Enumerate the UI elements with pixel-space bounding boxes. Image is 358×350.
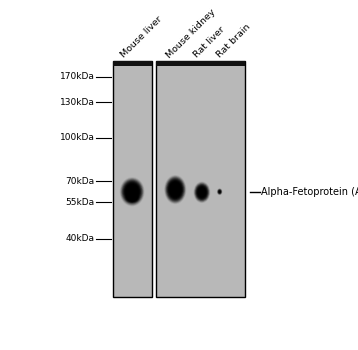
Ellipse shape [126,185,138,199]
Ellipse shape [120,178,144,205]
Text: 40kDa: 40kDa [66,234,95,243]
Ellipse shape [131,198,133,199]
Ellipse shape [169,181,182,198]
Ellipse shape [165,177,185,203]
Ellipse shape [198,188,205,197]
Ellipse shape [122,180,142,204]
Ellipse shape [195,183,209,201]
Ellipse shape [193,181,211,203]
Ellipse shape [125,194,139,203]
Ellipse shape [173,187,177,192]
Ellipse shape [130,197,135,200]
Bar [156,61,245,66]
Ellipse shape [126,184,139,199]
Text: Rat brain: Rat brain [214,22,252,60]
Ellipse shape [131,198,134,199]
Ellipse shape [217,189,222,195]
Ellipse shape [131,191,133,192]
Ellipse shape [165,176,186,203]
Ellipse shape [129,196,135,201]
Ellipse shape [129,197,135,200]
Ellipse shape [217,188,222,195]
Ellipse shape [127,195,138,202]
Ellipse shape [121,179,143,205]
Ellipse shape [219,191,220,192]
Ellipse shape [218,190,221,194]
Text: 100kDa: 100kDa [60,133,95,142]
Bar [113,61,151,66]
Ellipse shape [120,177,145,206]
Ellipse shape [170,183,180,196]
Text: Mouse liver: Mouse liver [119,15,164,60]
Ellipse shape [127,195,137,202]
Ellipse shape [124,181,141,202]
Ellipse shape [218,190,221,194]
Ellipse shape [126,195,138,202]
Ellipse shape [125,183,140,200]
Bar [113,61,151,297]
Text: Alpha-Fetoprotein (AFP): Alpha-Fetoprotein (AFP) [261,187,358,197]
Ellipse shape [126,194,139,203]
Bar [156,61,245,297]
Ellipse shape [199,189,204,195]
Ellipse shape [195,184,208,201]
Ellipse shape [130,189,134,194]
Ellipse shape [198,187,206,197]
Ellipse shape [131,190,134,194]
Ellipse shape [197,187,207,198]
Ellipse shape [219,191,221,193]
Ellipse shape [197,186,207,199]
Ellipse shape [166,177,184,202]
Ellipse shape [125,194,140,203]
Ellipse shape [219,191,220,193]
Ellipse shape [201,191,203,194]
Ellipse shape [197,185,207,199]
Ellipse shape [218,190,221,194]
Ellipse shape [219,190,221,193]
Ellipse shape [218,189,222,194]
Ellipse shape [167,178,184,201]
Ellipse shape [218,190,221,193]
Ellipse shape [171,183,180,196]
Ellipse shape [129,196,136,201]
Ellipse shape [124,182,140,201]
Ellipse shape [200,190,203,194]
Ellipse shape [164,175,187,204]
Ellipse shape [199,188,205,196]
Ellipse shape [129,188,136,196]
Ellipse shape [127,186,137,198]
Ellipse shape [171,184,179,195]
Text: Rat liver: Rat liver [192,25,227,60]
Ellipse shape [123,181,142,203]
Ellipse shape [174,188,176,191]
Ellipse shape [172,185,179,194]
Ellipse shape [128,196,136,201]
Ellipse shape [218,189,222,194]
Ellipse shape [194,183,209,202]
Ellipse shape [196,185,208,200]
Ellipse shape [130,197,134,200]
Ellipse shape [128,187,136,197]
Ellipse shape [217,189,222,195]
Ellipse shape [219,191,220,192]
Ellipse shape [169,182,181,197]
Ellipse shape [168,180,183,199]
Text: 55kDa: 55kDa [66,198,95,207]
Ellipse shape [175,189,176,190]
Text: 130kDa: 130kDa [60,98,95,107]
Ellipse shape [127,196,137,202]
Text: 70kDa: 70kDa [66,177,95,186]
Ellipse shape [129,188,135,195]
Ellipse shape [194,182,210,202]
Text: 170kDa: 170kDa [60,72,95,82]
Ellipse shape [200,190,204,195]
Ellipse shape [217,189,222,195]
Ellipse shape [168,179,183,200]
Text: Mouse kidney: Mouse kidney [165,7,217,60]
Ellipse shape [173,186,178,193]
